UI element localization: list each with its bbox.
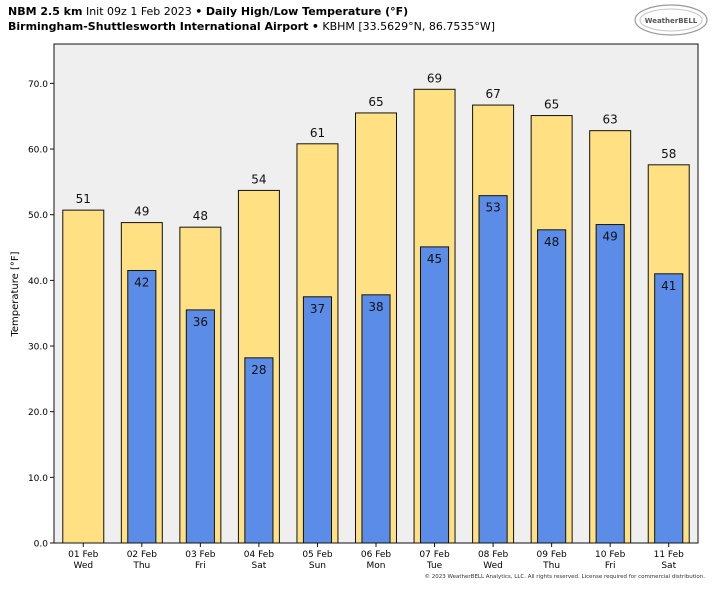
init-time: Init 09z 1 Feb 2023 xyxy=(85,5,192,18)
x-tick-weekday: Fri xyxy=(195,561,206,571)
x-tick-label: 08 Feb xyxy=(478,550,509,560)
x-tick-label: 03 Feb xyxy=(185,550,216,560)
y-tick-label: 10.0 xyxy=(28,474,48,484)
separator: • xyxy=(195,5,203,18)
x-tick-label: 11 Feb xyxy=(654,550,685,560)
low-bar xyxy=(654,273,684,544)
y-axis-label: Temperature [°F] xyxy=(10,251,21,337)
y-tick-label: 70.0 xyxy=(28,80,48,90)
low-bar xyxy=(537,229,567,544)
low-label: 36 xyxy=(193,315,208,329)
low-bar xyxy=(185,309,215,544)
low-bar xyxy=(127,270,157,544)
x-tick-label: 01 Feb xyxy=(68,550,99,560)
high-label: 63 xyxy=(603,113,618,127)
high-label: 58 xyxy=(661,147,676,161)
high-label: 65 xyxy=(544,98,559,112)
y-tick-label: 40.0 xyxy=(28,277,48,287)
logo-text: WeatherBELL xyxy=(645,17,698,25)
low-bar xyxy=(302,296,333,544)
x-tick-weekday: Thu xyxy=(542,561,560,571)
high-label: 65 xyxy=(368,95,383,109)
x-tick-weekday: Wed xyxy=(483,561,503,571)
model-name: NBM 2.5 km xyxy=(8,5,83,18)
separator-2: • xyxy=(311,20,319,33)
low-label: 53 xyxy=(485,201,500,215)
x-tick-label: 05 Feb xyxy=(302,550,333,560)
high-label: 48 xyxy=(193,209,208,223)
low-bar xyxy=(595,224,625,544)
copyright-notice: © 2023 WeatherBELL Analytics, LLC. All r… xyxy=(424,574,705,580)
high-label: 51 xyxy=(76,192,91,206)
bars: 51 49 42 48 36 54 28 61 37 65 38 69 45 67 53 65 48 63 49 58… xyxy=(62,71,690,544)
low-bar xyxy=(361,294,391,544)
x-tick-label: 02 Feb xyxy=(127,550,158,560)
low-label: 45 xyxy=(427,252,442,266)
y-axis: 0.0 10.0 20.0 30.0 40.0 50.0 60.0 70.0 xyxy=(28,80,54,550)
low-label: 48 xyxy=(544,235,559,249)
x-tick-weekday: Sat xyxy=(661,561,676,571)
low-label: 42 xyxy=(134,276,149,290)
low-label: 28 xyxy=(251,363,266,377)
station-name: Birmingham-Shuttlesworth International A… xyxy=(8,20,309,33)
x-tick-weekday: Fri xyxy=(605,561,616,571)
product-name: Daily High/Low Temperature (°F) xyxy=(205,5,409,18)
high-label: 54 xyxy=(251,172,266,186)
low-label: 41 xyxy=(661,279,676,293)
weatherbell-logo: WeatherBELL xyxy=(634,4,708,36)
x-tick-label: 06 Feb xyxy=(361,550,392,560)
y-tick-label: 20.0 xyxy=(28,408,48,418)
y-tick-label: 0.0 xyxy=(34,540,49,550)
high-label: 69 xyxy=(427,71,442,85)
low-label: 37 xyxy=(310,302,325,316)
low-bar xyxy=(244,357,274,544)
y-tick-label: 50.0 xyxy=(28,211,48,221)
y-tick-label: 30.0 xyxy=(28,343,48,353)
chart-title-line-1: NBM 2.5 km Init 09z 1 Feb 2023 • Daily H… xyxy=(8,5,408,18)
x-tick-label: 09 Feb xyxy=(537,550,568,560)
high-bar xyxy=(62,209,105,544)
x-tick-weekday: Thu xyxy=(132,561,150,571)
station-info: KBHM [33.5629°N, 86.7535°W] xyxy=(322,20,496,33)
low-label: 49 xyxy=(603,230,618,244)
high-label: 61 xyxy=(310,126,325,140)
low-bar xyxy=(478,195,508,544)
x-tick-weekday: Mon xyxy=(367,561,386,571)
x-tick-label: 10 Feb xyxy=(595,550,626,560)
low-bar xyxy=(419,246,450,544)
x-tick-label: 07 Feb xyxy=(419,550,450,560)
high-label: 67 xyxy=(485,87,500,101)
chart-title-line-2: Birmingham-Shuttlesworth International A… xyxy=(8,20,495,33)
x-tick-label: 04 Feb xyxy=(244,550,275,560)
x-tick-weekday: Sun xyxy=(309,561,326,571)
low-label: 38 xyxy=(368,300,383,314)
high-label: 49 xyxy=(134,205,149,219)
x-tick-weekday: Tue xyxy=(426,561,443,571)
y-tick-label: 60.0 xyxy=(28,146,48,156)
x-tick-weekday: Wed xyxy=(73,561,93,571)
x-tick-weekday: Sat xyxy=(252,561,267,571)
